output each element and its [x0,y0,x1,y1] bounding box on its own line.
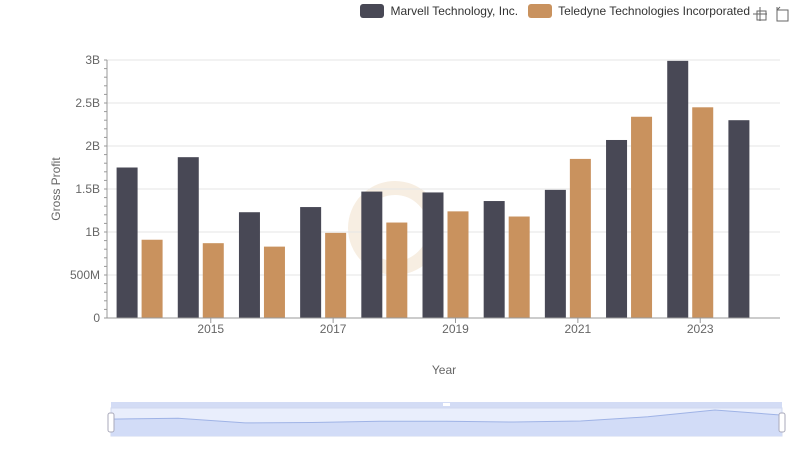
x-tick-label: 2023 [687,322,714,336]
bar-marvell-2020[interactable] [483,201,505,318]
y-axis-title: Gross Profit [49,157,63,221]
bar-teledyne-2017[interactable] [325,232,347,318]
bar-teledyne-2020[interactable] [508,216,530,318]
bar-marvell-2014[interactable] [116,167,138,319]
bar-marvell-2024[interactable] [728,120,750,318]
bar-teledyne-2014[interactable] [141,239,163,318]
y-tick-label: 0 [93,311,100,325]
x-tick-label: 2021 [565,322,592,336]
bar-marvell-2022[interactable] [606,139,628,318]
bar-marvell-2021[interactable] [544,189,566,318]
zoom-drag-grip[interactable] [443,403,450,406]
bar-teledyne-2016[interactable] [263,246,285,318]
y-tick-label: 2.5B [75,96,100,110]
legend-swatch-marvell [360,4,385,18]
x-tick-label: 2017 [320,322,347,336]
bar-teledyne-2018[interactable] [386,222,408,318]
y-tick-label: 500M [70,268,100,282]
bar-teledyne-2022[interactable] [631,116,653,318]
bar-teledyne-2023[interactable] [692,107,714,318]
bar-teledyne-2019[interactable] [447,211,469,318]
zoom-mini-area [111,410,782,436]
bar-marvell-2017[interactable] [300,207,322,318]
x-axis-title: Year [432,363,456,377]
y-tick-label: 1.5B [75,182,100,196]
crosshair-zoom-icon[interactable] [752,6,768,22]
bar-marvell-2023[interactable] [667,60,689,319]
legend-item-teledyne[interactable]: Teledyne Technologies Incorporated [528,4,750,18]
chart-toolbar [752,6,790,22]
legend-swatch-teledyne [528,4,553,18]
bar-marvell-2015[interactable] [177,157,199,318]
y-tick-label: 3B [85,53,100,67]
zoom-handle-left[interactable] [107,412,115,433]
bar-marvell-2018[interactable] [361,191,383,318]
legend-item-marvell[interactable]: Marvell Technology, Inc. [360,4,518,18]
legend-label-marvell: Marvell Technology, Inc. [390,4,519,18]
bar-teledyne-2015[interactable] [202,243,224,318]
legend-label-teledyne: Teledyne Technologies Incorporated [558,4,750,18]
legend: Marvell Technology, Inc. Teledyne Techno… [360,4,750,18]
zoom-handle-right[interactable] [778,412,786,433]
bar-marvell-2016[interactable] [238,212,260,318]
y-tick-label: 1B [85,225,100,239]
zoom-reset-icon[interactable] [774,6,790,22]
y-tick-label: 2B [85,139,100,153]
x-tick-label: 2019 [442,322,469,336]
bar-teledyne-2021[interactable] [569,158,591,318]
bar-marvell-2019[interactable] [422,192,444,318]
zoom-mini-line [110,409,783,424]
x-tick-label: 2015 [197,322,224,336]
